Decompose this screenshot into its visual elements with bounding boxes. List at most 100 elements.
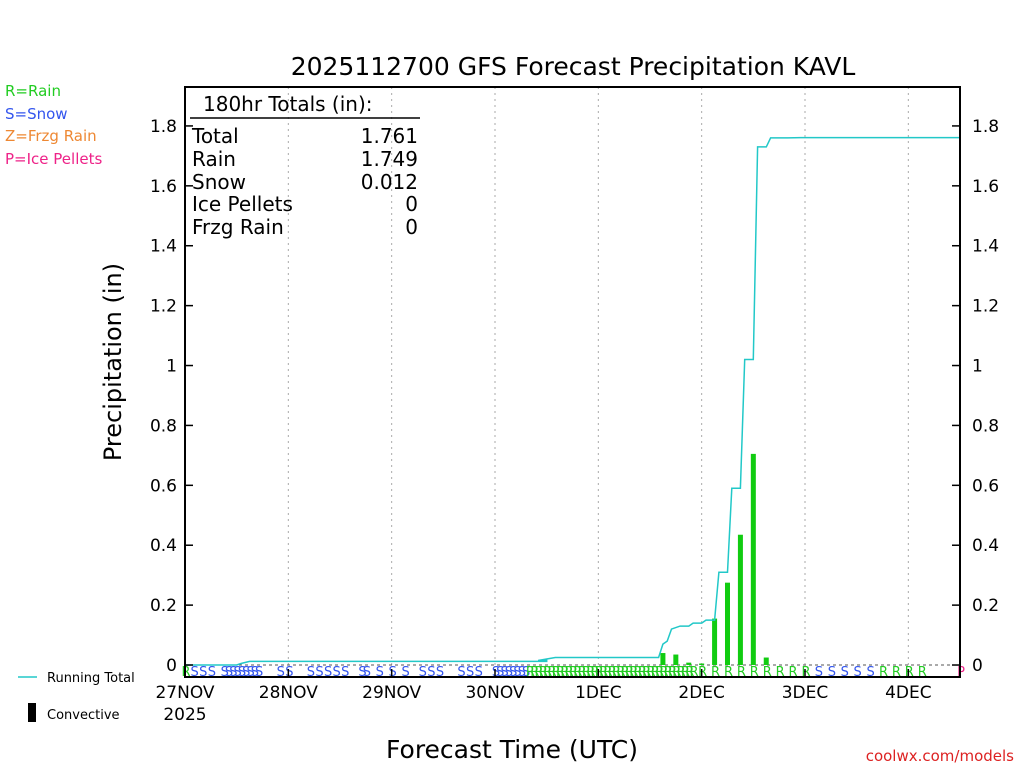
ptype-marker: R [801, 665, 810, 680]
ptype-marker: R [595, 665, 604, 680]
ptype-marker: R [608, 665, 617, 680]
running-total-series [185, 136, 960, 666]
ptype-marker: S [518, 665, 526, 680]
ptype-marker: R [685, 665, 694, 680]
y-axis-label: Precipitation (in) [99, 263, 127, 461]
ptype-marker: S [841, 665, 849, 680]
y-tick-label-left: 0 [166, 656, 177, 676]
precip-bar [763, 657, 769, 666]
ptype-marker: R [668, 665, 677, 680]
running-total-line [185, 136, 960, 666]
ptype-marker: S [229, 665, 237, 680]
ptype-marker: R [578, 665, 587, 680]
precip-type-legend: R=Rain S=Snow Z=Frzg Rain P=Ice Pellets [5, 82, 102, 168]
y-tick-label-left: 0.8 [150, 416, 177, 436]
ptype-marker: R [677, 665, 686, 680]
precip-bar [660, 653, 666, 666]
ptype-marker: S [505, 665, 513, 680]
totals-snow-value: 0.012 [361, 170, 418, 194]
ptype-marker: R [565, 665, 574, 680]
x-tick-label: 3DEC [782, 683, 829, 703]
ptype-marker: P [957, 665, 965, 680]
y-tick-label-right: 0.2 [972, 596, 999, 616]
ptype-marker: R [582, 665, 591, 680]
ptype-marker: R [651, 665, 660, 680]
ptype-marker: S [854, 665, 862, 680]
ptype-marker: R [569, 665, 578, 680]
ptype-marker: R [552, 665, 561, 680]
ptype-marker: R [530, 665, 539, 680]
ptype-marker: S [242, 665, 250, 680]
ptype-marker: R [750, 665, 759, 680]
ptype-marker: R [698, 665, 707, 680]
totals-total-label: Total [191, 124, 239, 148]
ptype-marker: S [285, 665, 293, 680]
precip-bar [737, 534, 743, 666]
ptype-marker: S [307, 665, 315, 680]
ptype-marker: R [543, 665, 552, 680]
ptype-marker: R [892, 665, 901, 680]
ptype-marker: R [586, 665, 595, 680]
y-tick-label-left: 1 [166, 357, 177, 377]
y-tick-label-left: 1.4 [150, 237, 177, 257]
ptype-marker: S [324, 665, 332, 680]
y-tick-label-left: 1.2 [150, 297, 177, 317]
x-axis-label: Forecast Time (UTC) [386, 735, 638, 764]
ptype-marker: R [560, 665, 569, 680]
ptype-marker: R [556, 665, 565, 680]
x-tick-label: 30NOV [465, 683, 524, 703]
plot-frame [184, 86, 961, 678]
precip-bar [712, 618, 718, 666]
ptype-marker: S [376, 665, 384, 680]
ptype-marker: R [625, 665, 634, 680]
ptype-marker: R [573, 665, 582, 680]
x-tick-label: 2DEC [678, 683, 725, 703]
ptype-marker: R [879, 665, 888, 680]
ptype-marker: S [190, 665, 198, 680]
grid-lines [185, 87, 960, 677]
chart-title: 2025112700 GFS Forecast Precipitation KA… [291, 52, 856, 81]
ptype-marker: R [724, 665, 733, 680]
totals-frzg-rain-value: 0 [405, 215, 418, 239]
ptype-marker: S [251, 665, 259, 680]
ptype-marker: S [436, 665, 444, 680]
precip-bar [725, 582, 730, 666]
ptype-marker: S [208, 665, 216, 680]
precip-bar [686, 662, 692, 666]
ptype-marker: R [763, 665, 772, 680]
ptype-marker: S [341, 665, 349, 680]
ptype-marker: R [646, 665, 655, 680]
ptype-marker: S [234, 665, 242, 680]
ptype-marker: R [659, 665, 668, 680]
totals-frzg-rain-label: Frzg Rain [192, 215, 284, 239]
totals-rain-value: 1.749 [361, 147, 418, 171]
ptype-marker: R [672, 665, 681, 680]
ptype-marker: S [277, 665, 285, 680]
ptype-marker: R [918, 665, 927, 680]
precip-bars [660, 453, 769, 666]
ptype-marker: R [621, 665, 630, 680]
ptype-marker: R [905, 665, 914, 680]
ptype-marker: R [547, 665, 556, 680]
y-tick-label-left: 1.6 [150, 177, 177, 197]
ptype-marker: R [526, 665, 535, 680]
ptype-marker: S [866, 665, 874, 680]
ptype-marker: S [500, 665, 508, 680]
ptype-marker: R [681, 665, 690, 680]
ptype-marker: S [225, 665, 233, 680]
y-tick-label-right: 0.4 [972, 536, 999, 556]
site-credit: coolwx.com/models [866, 747, 1014, 765]
ptype-marker: S [466, 665, 474, 680]
totals-box: 180hr Totals (in): Total 1.761 Rain 1.74… [190, 92, 420, 239]
ptype-marker: R [634, 665, 643, 680]
x-tick-label: 1DEC [575, 683, 622, 703]
ptype-marker: R [776, 665, 785, 680]
x-tick-label: 28NOV [259, 683, 318, 703]
y-tick-label-left: 0.4 [150, 536, 177, 556]
ptype-marker: S [255, 665, 263, 680]
ptype-marker: R [539, 665, 548, 680]
ptype-marker: R [535, 665, 544, 680]
